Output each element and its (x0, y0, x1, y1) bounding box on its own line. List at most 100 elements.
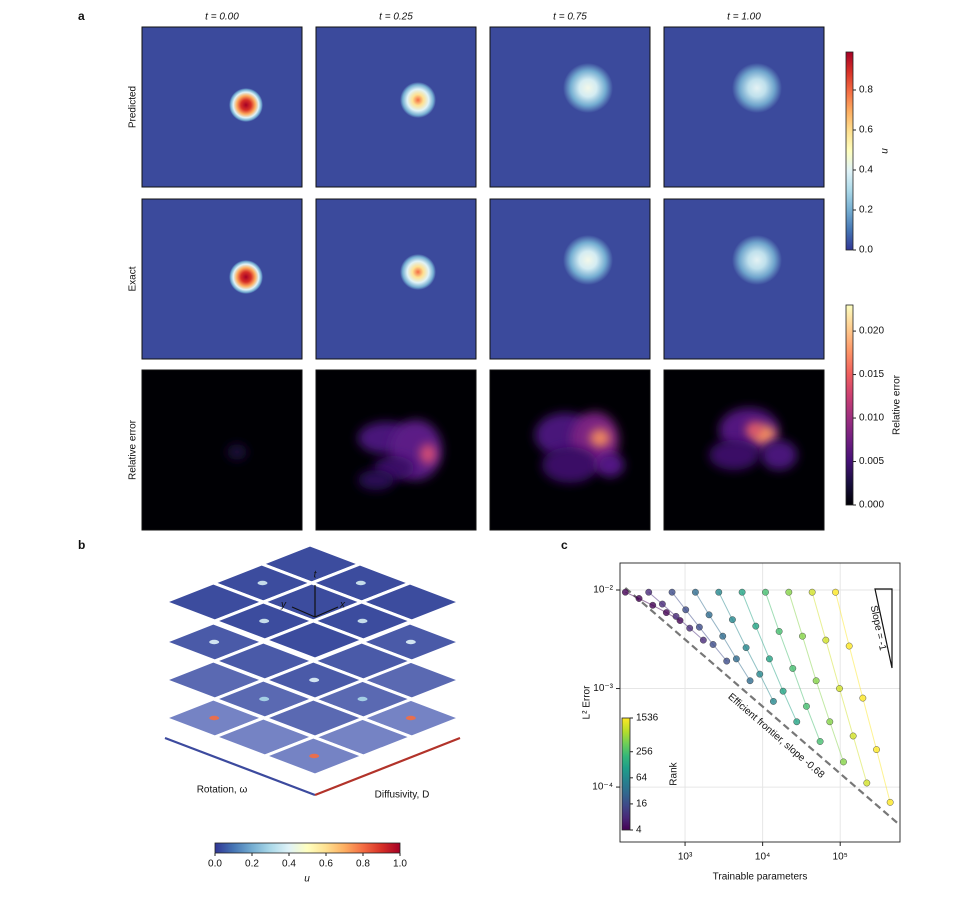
heatmap (315, 198, 477, 360)
slope-triangle (874, 588, 893, 669)
axis-line (314, 736, 461, 797)
x-tick-label: 10⁴ (755, 852, 770, 863)
point (832, 588, 839, 596)
tile-spot (355, 580, 366, 586)
y-axis-label: L² Error (582, 685, 593, 720)
heatmap-frame (489, 369, 651, 531)
row-label: Exact (128, 266, 139, 291)
point (746, 677, 754, 685)
axis-label: x (339, 600, 346, 611)
heatmap-bg (142, 199, 302, 359)
point (799, 632, 806, 640)
colorbar (214, 842, 401, 854)
point (732, 655, 740, 663)
heatmap-frame (489, 26, 651, 188)
heatmap-frame (663, 26, 825, 188)
point (859, 694, 867, 702)
colorbar-tick-label: 64 (636, 772, 648, 783)
colorbar-tick-label: 0.2 (859, 205, 873, 216)
colorbar-tick-label: 0.6 (319, 859, 333, 870)
error-blob (542, 447, 598, 483)
tile-spot (357, 696, 368, 702)
error-blob (227, 444, 247, 460)
plot-frame (619, 562, 901, 843)
heatmap (663, 369, 825, 531)
column-title: t = 0.00 (205, 12, 239, 23)
colorbar (845, 51, 854, 251)
y-tick-label: 10⁻² (593, 585, 613, 596)
tile-spot (357, 618, 368, 624)
heatmap-bg (490, 199, 650, 359)
colorbar-label: Rank (669, 761, 680, 785)
heatmap (141, 26, 303, 188)
axis-label: t (314, 570, 318, 581)
heatmap (489, 26, 651, 188)
point (849, 732, 857, 740)
tile-spot (209, 715, 220, 721)
y-tick-label: 10⁻³ (593, 683, 613, 694)
colorbar-tick-label: 0.4 (859, 165, 873, 176)
colorbar-tick-label: 0.010 (859, 413, 884, 424)
error-blob (358, 470, 394, 490)
heatmap-blob (563, 235, 613, 285)
heatmap-frame (315, 369, 477, 531)
frontier-line (624, 587, 900, 827)
heatmap-bg (142, 27, 302, 187)
axis-label: Rotation, ω (197, 785, 248, 796)
error-blob (761, 440, 797, 470)
point (808, 588, 816, 596)
axis-arrow (314, 606, 339, 618)
colorbar-tick-label: 0.8 (859, 85, 873, 96)
point (635, 595, 643, 602)
tile-spot (405, 639, 416, 645)
point (840, 758, 847, 766)
x-tick-label: 10³ (678, 852, 693, 863)
panel-label: a (78, 9, 85, 23)
panel-a: t = 0.00 t = 0.25 t = 0.75 t = 1.00 Predicte… (128, 12, 903, 531)
colorbar (845, 304, 854, 506)
panel-b: t x y Rotation, ω Diffusivity, D 0.0 0.2 0.4 0.6… (160, 543, 465, 885)
heatmap (663, 26, 825, 188)
colorbar-tick-label: 1536 (636, 713, 659, 724)
colorbar-tick-label: 0.0 (208, 859, 222, 870)
colorbar-tick-label: 0.8 (356, 859, 370, 870)
heatmap-blob (563, 63, 613, 113)
point (779, 687, 787, 695)
axis-label: Diffusivity, D (375, 790, 430, 801)
heatmap (315, 369, 477, 531)
point (752, 622, 760, 630)
heatmap (489, 369, 651, 531)
tile-spot (405, 715, 416, 721)
heatmap-frame (663, 369, 825, 531)
heatmap-frame (141, 369, 303, 531)
point (812, 677, 820, 685)
colorbar-tick-label: 0.2 (245, 859, 259, 870)
point (682, 606, 690, 614)
point (770, 698, 777, 705)
tile-spot (209, 639, 220, 645)
point (738, 588, 746, 596)
row-label: Predicted (128, 86, 139, 128)
point (705, 611, 713, 619)
error-blob (596, 453, 624, 477)
point (816, 738, 824, 745)
heatmap-blob (229, 260, 263, 294)
point (699, 636, 707, 644)
point (649, 601, 657, 609)
point (785, 588, 793, 596)
heatmap-frame (315, 26, 477, 188)
heatmap (489, 198, 651, 360)
point (668, 588, 676, 596)
column-title: t = 0.75 (553, 12, 587, 23)
tile-spot (259, 696, 270, 702)
panel-label: c (561, 538, 568, 552)
point (886, 798, 894, 806)
error-blob (746, 422, 762, 438)
heatmap-blob (400, 254, 436, 290)
point (762, 588, 769, 596)
point (775, 628, 783, 635)
y-tick-label: 10⁻⁴ (592, 782, 613, 793)
heatmap (141, 198, 303, 360)
colorbar-tick-label: 4 (636, 825, 642, 836)
